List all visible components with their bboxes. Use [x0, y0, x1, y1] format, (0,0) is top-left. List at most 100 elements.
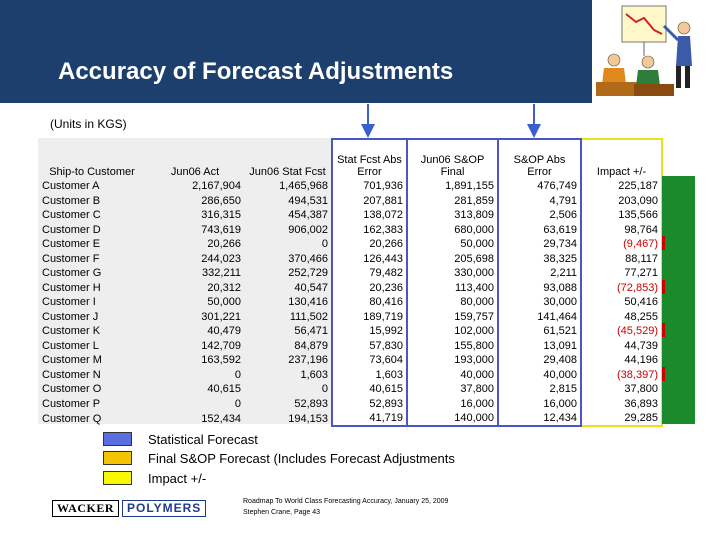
- cell-sop-final: 155,800: [406, 338, 499, 353]
- cell-customer: Customer O: [42, 383, 102, 396]
- negative-impact-marker: [662, 323, 665, 337]
- cell-stat-abs-error: 189,719: [331, 309, 408, 324]
- cell-stat-abs-error: 40,615: [331, 382, 408, 397]
- table-row: Customer E 20,266 0 20,266 50,000 29,734 (9,46…: [38, 237, 663, 252]
- cell-jun06-act: 50,000: [207, 296, 241, 309]
- cell-sop-abs-error: 13,091: [497, 338, 582, 353]
- cell-stat-fcst: 194,153: [288, 412, 328, 425]
- cell-customer: Customer C: [42, 209, 101, 222]
- cell-stat-fcst: 252,729: [288, 267, 328, 280]
- legend-label-impact: Impact +/-: [148, 471, 207, 486]
- cell-sop-final: 16,000: [406, 396, 499, 411]
- cell-jun06-act: 40,479: [207, 325, 241, 338]
- cell-sop-final: 159,757: [406, 309, 499, 324]
- cell-impact: 203,090: [580, 193, 663, 208]
- cell-sop-final: 140,000: [406, 411, 499, 427]
- cell-stat-fcst: 454,387: [288, 209, 328, 222]
- cell-jun06-act: 40,615: [207, 383, 241, 396]
- cell-impact: (45,529): [580, 324, 663, 339]
- footer-line-1: Roadmap To World Class Forecasting Accur…: [243, 498, 449, 505]
- cell-stat-abs-error: 79,482: [331, 266, 408, 281]
- cell-impact: 44,739: [580, 338, 663, 353]
- cell-stat-fcst: 370,466: [288, 252, 328, 265]
- impact-indicator-bar: [662, 176, 695, 424]
- cell-impact: 135,566: [580, 208, 663, 223]
- cell-impact: 225,187: [580, 179, 663, 194]
- legend-swatch-impact: [103, 471, 132, 485]
- cell-stat-abs-error: 57,830: [331, 338, 408, 353]
- cell-stat-fcst: 52,893: [294, 397, 328, 410]
- units-note: (Units in KGS): [50, 117, 127, 131]
- cell-sop-abs-error: 93,088: [497, 280, 582, 295]
- cell-sop-final: 50,000: [406, 237, 499, 252]
- cell-jun06-act: 332,211: [202, 267, 241, 280]
- table-row: Customer H 20,312 40,547 20,236 113,400 93,08…: [38, 280, 663, 295]
- cell-jun06-act: 301,221: [201, 310, 241, 323]
- cell-jun06-act: 2,167,904: [192, 180, 241, 193]
- cell-jun06-act: 743,619: [201, 223, 241, 236]
- cell-sop-abs-error: 2,815: [497, 382, 582, 397]
- wacker-polymers-logo: WACKER POLYMERS: [52, 500, 207, 517]
- col-header-jun06-act: Jun06 Act: [170, 166, 220, 178]
- cell-stat-abs-error: 207,881: [331, 193, 408, 208]
- logo-wacker: WACKER: [52, 500, 120, 517]
- table-row: Customer L 142,709 84,879 57,830 155,800 13,0…: [38, 338, 663, 353]
- cell-stat-abs-error: 162,383: [331, 222, 408, 237]
- cell-customer: Customer P: [42, 397, 101, 410]
- cell-customer: Customer J: [42, 310, 99, 323]
- cell-stat-fcst: 237,196: [288, 354, 328, 367]
- cell-sop-final: 313,809: [406, 208, 499, 223]
- cell-sop-abs-error: 29,408: [497, 353, 582, 368]
- cell-sop-final: 102,000: [406, 324, 499, 339]
- table-row: Customer K 40,479 56,471 15,992 102,000 61,52…: [38, 324, 663, 339]
- cell-stat-abs-error: 80,416: [331, 295, 408, 310]
- forecast-accuracy-table: Ship-to Customer Jun06 Act Jun06 Stat Fc…: [38, 138, 663, 427]
- cell-customer: Customer A: [42, 180, 100, 193]
- cell-customer: Customer G: [42, 267, 102, 280]
- cell-stat-abs-error: 126,443: [331, 251, 408, 266]
- cell-stat-abs-error: 73,604: [331, 353, 408, 368]
- cell-sop-abs-error: 63,619: [497, 222, 582, 237]
- table-row: Customer J 301,221 111,502 189,719 159,757 14…: [38, 309, 663, 324]
- cell-sop-abs-error: 141,464: [497, 309, 582, 324]
- cell-stat-fcst: 40,547: [294, 281, 328, 294]
- table-header-row: Ship-to Customer Jun06 Act Jun06 Stat Fc…: [38, 138, 663, 179]
- cell-sop-final: 40,000: [406, 367, 499, 382]
- cell-sop-abs-error: 2,211: [497, 266, 582, 281]
- table-row: Customer O 40,615 0 40,615 37,800 2,815 37,800: [38, 382, 663, 397]
- cell-stat-abs-error: 20,236: [331, 280, 408, 295]
- cell-stat-abs-error: 701,936: [331, 179, 408, 194]
- cell-customer: Customer B: [42, 194, 101, 207]
- cell-jun06-act: 20,312: [207, 281, 241, 294]
- cell-sop-final: 330,000: [406, 266, 499, 281]
- table-row: Customer B 286,650 494,531 207,881 281,859 4,…: [38, 193, 663, 208]
- cell-jun06-act: 142,709: [201, 339, 241, 352]
- cell-customer: Customer M: [42, 354, 102, 367]
- table-row: Customer A 2,167,904 1,465,968 701,936 1,891…: [38, 179, 663, 194]
- cell-jun06-act: 0: [234, 368, 241, 381]
- cell-sop-abs-error: 476,749: [497, 179, 582, 194]
- cell-sop-final: 113,400: [406, 280, 499, 295]
- cell-customer: Customer Q: [42, 412, 102, 425]
- cell-impact: (9,467): [580, 237, 663, 252]
- cell-stat-fcst: 56,471: [294, 325, 328, 338]
- cell-stat-fcst: 0: [321, 383, 328, 396]
- legend-label-statistical: Statistical Forecast: [148, 432, 258, 447]
- cell-stat-fcst: 906,002: [288, 223, 328, 236]
- cell-impact: 50,416: [580, 295, 663, 310]
- table-row: Customer M 163,592 237,196 73,604 193,000 29,…: [38, 353, 663, 368]
- cell-sop-abs-error: 61,521: [497, 324, 582, 339]
- cell-impact: 36,893: [580, 396, 663, 411]
- cell-impact: 44,196: [580, 353, 663, 368]
- presenter-clipart: [592, 0, 720, 103]
- cell-customer: Customer L: [42, 339, 99, 352]
- cell-jun06-act: 286,650: [201, 194, 241, 207]
- negative-impact-marker: [662, 366, 665, 381]
- cell-sop-final: 281,859: [406, 193, 499, 208]
- cell-customer: Customer E: [42, 238, 101, 251]
- table-row: Customer Q 152,434 194,153 41,719 140,000 12,…: [38, 411, 663, 427]
- negative-impact-marker: [662, 236, 665, 250]
- table-row: Customer N 0 1,603 1,603 40,000 40,000 (38,397…: [38, 367, 663, 382]
- cell-impact: (72,853): [580, 280, 663, 295]
- table-row: Customer F 244,023 370,466 126,443 205,698 38…: [38, 251, 663, 266]
